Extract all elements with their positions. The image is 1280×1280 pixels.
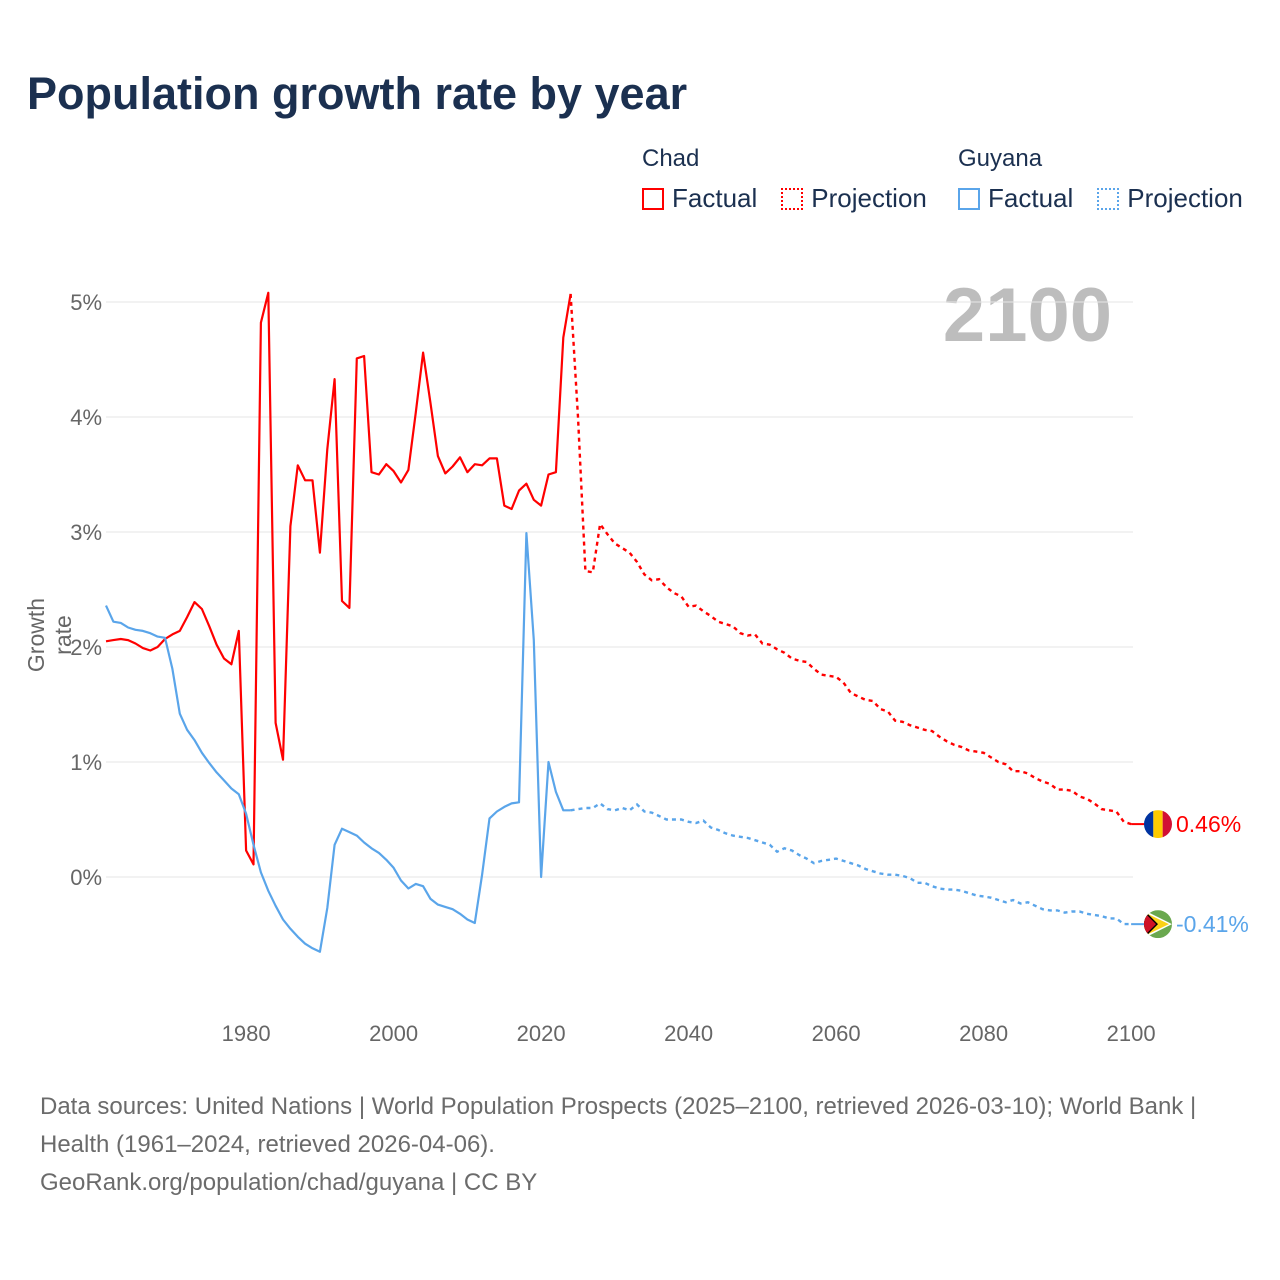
current-year-label: 2100: [942, 273, 1112, 358]
legend-factual-swatch: [958, 187, 980, 210]
flag-triangle-red: [1144, 912, 1156, 937]
legend-factual-swatch: [642, 187, 664, 210]
x-tick-label: 2060: [812, 1021, 861, 1046]
legend-guyana: Guyana Factual Projection: [958, 145, 1243, 214]
x-tick-label: 2040: [664, 1021, 713, 1046]
flag-body: [1144, 810, 1172, 839]
x-tick-label: 2100: [1107, 1021, 1156, 1046]
flag-stripe-yellow: [1153, 810, 1163, 839]
chad-factual-line: [105, 291, 572, 866]
chad-end-label: 0.46%: [1176, 811, 1241, 837]
x-tick-label: 2080: [959, 1021, 1008, 1046]
y-tick-label: 3%: [70, 520, 102, 545]
legend-projection-label: Projection: [811, 183, 927, 213]
legend-factual-label: Factual: [988, 183, 1074, 213]
guyana-flag-icon: [1144, 910, 1172, 939]
y-tick-label: 5%: [70, 290, 102, 315]
legend-chad: Chad Factual Projection: [642, 145, 951, 214]
x-tick-label: 2020: [517, 1021, 566, 1046]
legend-projection-swatch: [781, 187, 804, 210]
chart-title: Population growth rate by year: [27, 68, 688, 119]
chad-flag-icon: [1144, 810, 1172, 839]
guyana-end-label: -0.41%: [1176, 911, 1249, 937]
legend-projection-swatch: [1097, 187, 1120, 210]
credit-link[interactable]: GeoRank.org/population/chad/guyana | CC …: [40, 1169, 538, 1196]
chad-projection-line: [569, 293, 1132, 826]
data-sources: Data sources: United Nations | World Pop…: [40, 1093, 1197, 1158]
flag-stripe-red: [1162, 810, 1172, 839]
y-tick-label: 2%: [70, 635, 102, 660]
footer: Data sources: United Nations | World Pop…: [40, 1088, 1230, 1202]
legend-factual-label: Factual: [672, 183, 758, 213]
x-tick-label: 2000: [369, 1021, 418, 1046]
guyana-factual-line: [105, 531, 571, 953]
legend-series-name: Guyana: [958, 145, 1043, 172]
legend-series-name: Chad: [642, 145, 700, 172]
y-tick-label: 4%: [70, 405, 102, 430]
flag-stripe-blue: [1144, 810, 1154, 839]
guyana-projection-line: [570, 801, 1132, 926]
y-tick-label: 0%: [70, 865, 102, 890]
y-tick-label: 1%: [70, 750, 102, 775]
flag-body: [1144, 910, 1172, 939]
x-tick-label: 1980: [222, 1021, 271, 1046]
legend-projection-label: Projection: [1127, 183, 1243, 213]
